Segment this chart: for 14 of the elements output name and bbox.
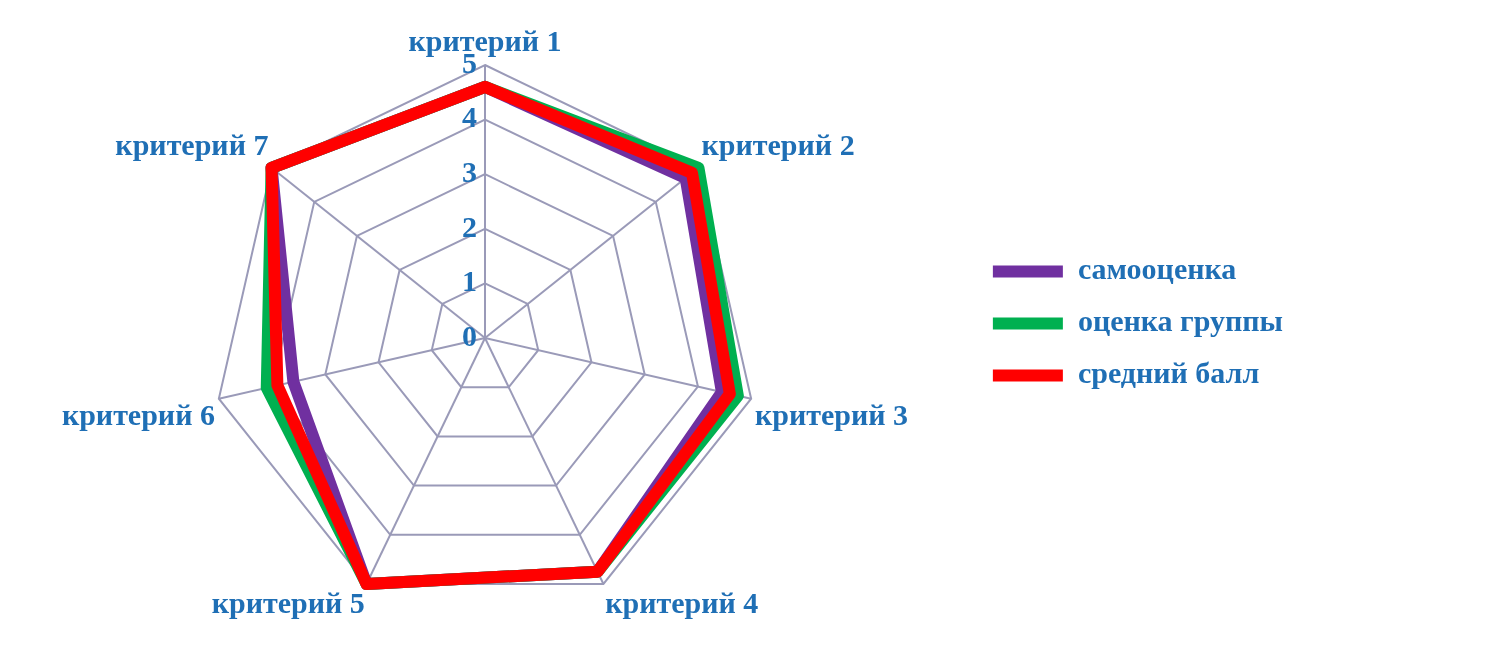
spoke-label: критерий 3 [755,398,909,432]
legend-label: самооценка [1077,252,1237,286]
spoke-label: критерий 7 [115,128,269,162]
y-tick-label: 0 [462,318,477,352]
spoke-label: критерий 2 [701,128,855,162]
spoke-label: критерий 6 [61,398,215,432]
y-tick-label: 4 [462,100,477,134]
spoke-label: критерий 5 [211,586,365,620]
legend-label: средний балл [1077,356,1260,390]
legend-label: оценка группы [1077,304,1283,338]
y-tick-label: 3 [462,154,477,188]
y-tick-label: 2 [462,209,477,243]
spoke-label: критерий 4 [605,586,759,620]
y-tick-label: 1 [462,264,477,298]
